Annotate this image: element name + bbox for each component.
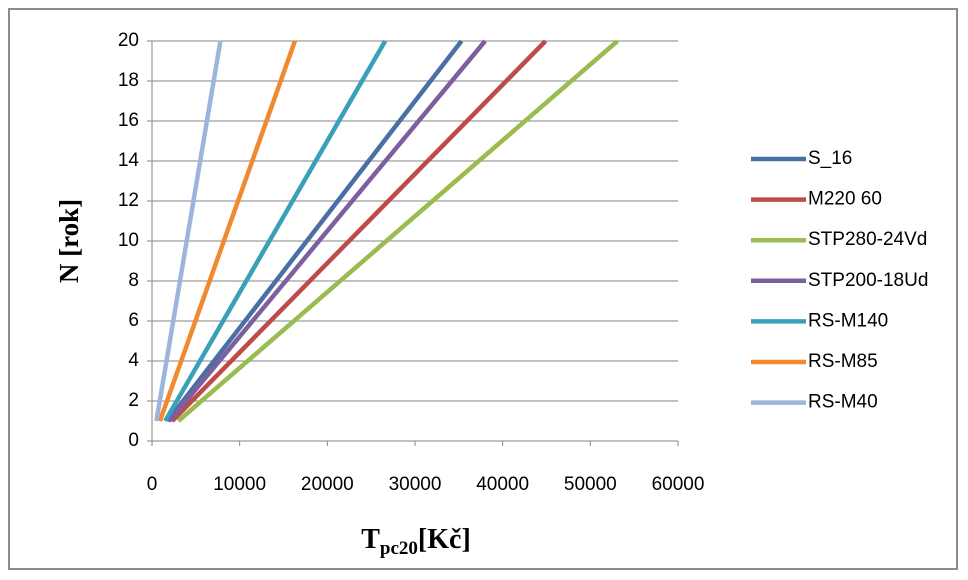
series-line-stp200-18ud xyxy=(167,39,487,423)
series-line-rs-m40 xyxy=(154,40,223,422)
y-tick-label: 6 xyxy=(128,310,139,331)
y-tick-label: 16 xyxy=(118,110,139,131)
y-tick-label: 20 xyxy=(118,30,139,51)
legend-item-s-16: S_16 xyxy=(751,148,852,169)
series-line-rs-m140 xyxy=(163,39,388,423)
y-axis-title: N [rok] xyxy=(54,199,84,283)
x-tick-label: 0 xyxy=(147,474,158,495)
series-lines xyxy=(154,39,619,423)
legend-label: STP280-24Vd xyxy=(808,229,927,250)
series-line-m220-60 xyxy=(170,39,548,423)
x-axis-title-subscript: pc20 xyxy=(380,538,418,559)
y-tick-label: 18 xyxy=(118,70,139,91)
y-tick-label: 0 xyxy=(128,430,139,451)
legend-label: S_16 xyxy=(808,148,852,169)
legend-item-m220-60: M220 60 xyxy=(751,189,882,210)
legend: S_16 M220 60 STP280-24Vd STP200-18Ud RS-M140… xyxy=(751,148,928,413)
legend-label: STP200-18Ud xyxy=(808,270,928,291)
x-tick-label: 50000 xyxy=(564,474,617,495)
legend-label: RS-M140 xyxy=(808,310,888,331)
legend-item-rs-m40: RS-M40 xyxy=(751,392,878,413)
x-tick-labels: 0 10000 20000 30000 40000 50000 60000 xyxy=(147,441,705,495)
y-tick-label: 2 xyxy=(128,390,139,411)
y-tick-label: 14 xyxy=(118,150,140,171)
y-tick-label: 10 xyxy=(118,230,139,251)
legend-item-rs-m140: RS-M140 xyxy=(751,310,888,331)
gridlines xyxy=(152,40,678,402)
series-line-s-16 xyxy=(165,39,464,423)
series-line-stp280-24vd xyxy=(176,39,619,423)
y-tick-label: 8 xyxy=(128,270,139,291)
legend-item-stp280-24vd: STP280-24Vd xyxy=(751,229,927,250)
x-tick-label: 30000 xyxy=(389,474,442,495)
legend-item-rs-m85: RS-M85 xyxy=(751,351,878,372)
x-tick-label: 20000 xyxy=(301,474,354,495)
series-line-rs-m85 xyxy=(157,40,298,422)
x-tick-label: 40000 xyxy=(476,474,529,495)
legend-label: RS-M40 xyxy=(808,392,878,413)
y-tick-label: 4 xyxy=(128,350,139,371)
x-axis-title-main: T xyxy=(361,524,380,555)
y-tick-labels: 0 2 4 6 8 10 12 14 16 18 20 xyxy=(118,30,152,451)
x-tick-label: 60000 xyxy=(652,474,705,495)
x-axis-title-unit: [Kč] xyxy=(418,524,471,555)
x-tick-label: 10000 xyxy=(213,474,266,495)
y-tick-label: 12 xyxy=(118,190,139,211)
legend-label: M220 60 xyxy=(808,189,882,210)
legend-item-stp200-18ud: STP200-18Ud xyxy=(751,270,928,291)
x-axis-title: Tpc20[Kč] xyxy=(361,524,471,559)
legend-label: RS-M85 xyxy=(808,351,878,372)
